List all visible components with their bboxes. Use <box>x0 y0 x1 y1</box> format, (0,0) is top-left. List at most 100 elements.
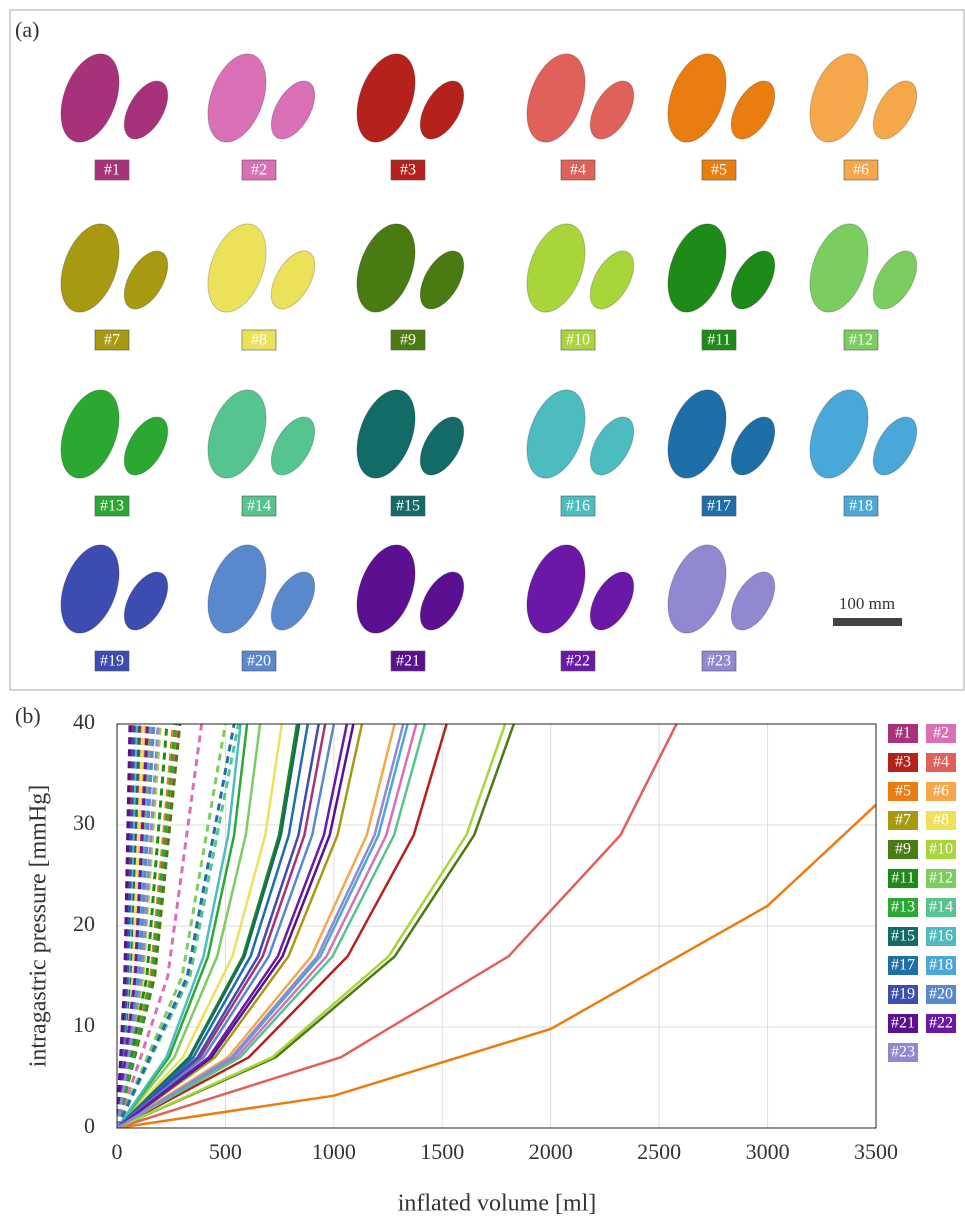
stomach-label: #18 <box>849 498 873 515</box>
legend-label: #17 <box>891 957 915 974</box>
stomach-label: #11 <box>707 332 730 349</box>
legend-label: #19 <box>891 986 915 1003</box>
stomach-shape <box>657 537 737 641</box>
stomach-shape <box>516 216 596 320</box>
y-tick-label: 20 <box>73 911 95 936</box>
panel-a-title: (a) <box>15 17 39 42</box>
x-tick-label: 2500 <box>637 1139 681 1164</box>
legend-label: #4 <box>933 754 949 771</box>
stomach-shape <box>657 382 737 486</box>
legend-label: #20 <box>929 986 953 1003</box>
stomach-shape <box>262 565 323 637</box>
stomach-shape <box>411 244 472 316</box>
stomach-label: #23 <box>707 653 731 670</box>
stomach-shape <box>722 565 783 637</box>
stomach-shape <box>657 216 737 320</box>
stomach-shape <box>799 46 879 150</box>
legend-label: #18 <box>929 957 953 974</box>
stomach-shape <box>581 410 642 482</box>
x-tick-label: 2000 <box>529 1139 573 1164</box>
stomach-shape <box>516 46 596 150</box>
stomach-label: #3 <box>400 162 416 179</box>
stomach-shape <box>50 382 130 486</box>
stomach-label: #17 <box>707 498 731 515</box>
stomach-shape <box>864 244 925 316</box>
x-tick-label: 3500 <box>854 1139 898 1164</box>
legend-label: #9 <box>895 841 911 858</box>
legend-label: #15 <box>891 928 915 945</box>
stomach-shape <box>581 74 642 146</box>
stomach-shape <box>799 216 879 320</box>
x-tick-label: 500 <box>209 1139 242 1164</box>
y-tick-label: 30 <box>73 810 95 835</box>
stomach-label: #14 <box>247 498 271 515</box>
stomach-label: #20 <box>247 653 271 670</box>
x-tick-label: 1500 <box>420 1139 464 1164</box>
stomach-label: #4 <box>570 162 586 179</box>
stomach-label: #9 <box>400 332 416 349</box>
y-tick-label: 10 <box>73 1012 95 1037</box>
stomach-shape <box>581 244 642 316</box>
legend-label: #7 <box>895 812 911 829</box>
legend-label: #5 <box>895 783 911 800</box>
stomach-shape <box>657 46 737 150</box>
y-tick-label: 0 <box>84 1113 95 1138</box>
stomach-label: #13 <box>100 498 124 515</box>
stomach-shape <box>346 382 426 486</box>
stomach-shape <box>581 565 642 637</box>
stomach-shape <box>516 382 596 486</box>
stomach-shape <box>50 46 130 150</box>
y-axis-label: intragastric pressure [mmHg] <box>26 785 52 1068</box>
legend-label: #12 <box>929 870 953 887</box>
stomach-label: #7 <box>104 332 120 349</box>
scale-bar-label: 100 mm <box>839 594 895 613</box>
stomach-shape <box>346 46 426 150</box>
stomach-shape <box>864 410 925 482</box>
x-tick-label: 3000 <box>746 1139 790 1164</box>
stomach-label: #10 <box>566 332 590 349</box>
legend-label: #10 <box>929 841 953 858</box>
legend-label: #3 <box>895 754 911 771</box>
stomach-shape <box>197 46 277 150</box>
stomach-label: #21 <box>396 653 420 670</box>
legend-label: #8 <box>933 812 949 829</box>
stomach-shape <box>346 216 426 320</box>
stomach-shape <box>262 74 323 146</box>
stomach-shape <box>115 565 176 637</box>
legend-label: #2 <box>933 725 949 742</box>
stomach-label: #12 <box>849 332 873 349</box>
stomach-shape <box>197 537 277 641</box>
x-tick-label: 1000 <box>312 1139 356 1164</box>
x-tick-label: 0 <box>112 1139 123 1164</box>
legend-label: #11 <box>891 870 914 887</box>
legend-label: #6 <box>933 783 949 800</box>
stomach-shape <box>722 74 783 146</box>
panel-b-title: (b) <box>15 703 41 728</box>
stomach-shape <box>411 410 472 482</box>
stomach-shape <box>346 537 426 641</box>
stomach-label: #16 <box>566 498 590 515</box>
stomach-label: #2 <box>251 162 267 179</box>
stomach-shape <box>50 537 130 641</box>
figure: (a) 100 mm (b) inflated volume [ml] intr… <box>0 0 965 1219</box>
stomach-label: #6 <box>853 162 869 179</box>
stomach-shape <box>115 244 176 316</box>
legend-label: #23 <box>891 1044 915 1061</box>
legend-label: #14 <box>929 899 953 916</box>
x-axis-label: inflated volume [ml] <box>398 1191 597 1217</box>
stomach-label: #22 <box>566 653 590 670</box>
stomach-shape <box>262 244 323 316</box>
stomach-shape <box>197 382 277 486</box>
stomach-shape <box>864 74 925 146</box>
stomach-shape <box>722 244 783 316</box>
stomach-label: #15 <box>396 498 420 515</box>
stomach-shape <box>799 382 879 486</box>
stomach-label: #19 <box>100 653 124 670</box>
stomach-label: #1 <box>104 162 120 179</box>
stomach-shape <box>262 410 323 482</box>
stomach-shape <box>115 410 176 482</box>
legend-label: #1 <box>895 725 911 742</box>
stomach-shape <box>411 74 472 146</box>
legend-label: #13 <box>891 899 915 916</box>
stomach-label: #5 <box>711 162 727 179</box>
